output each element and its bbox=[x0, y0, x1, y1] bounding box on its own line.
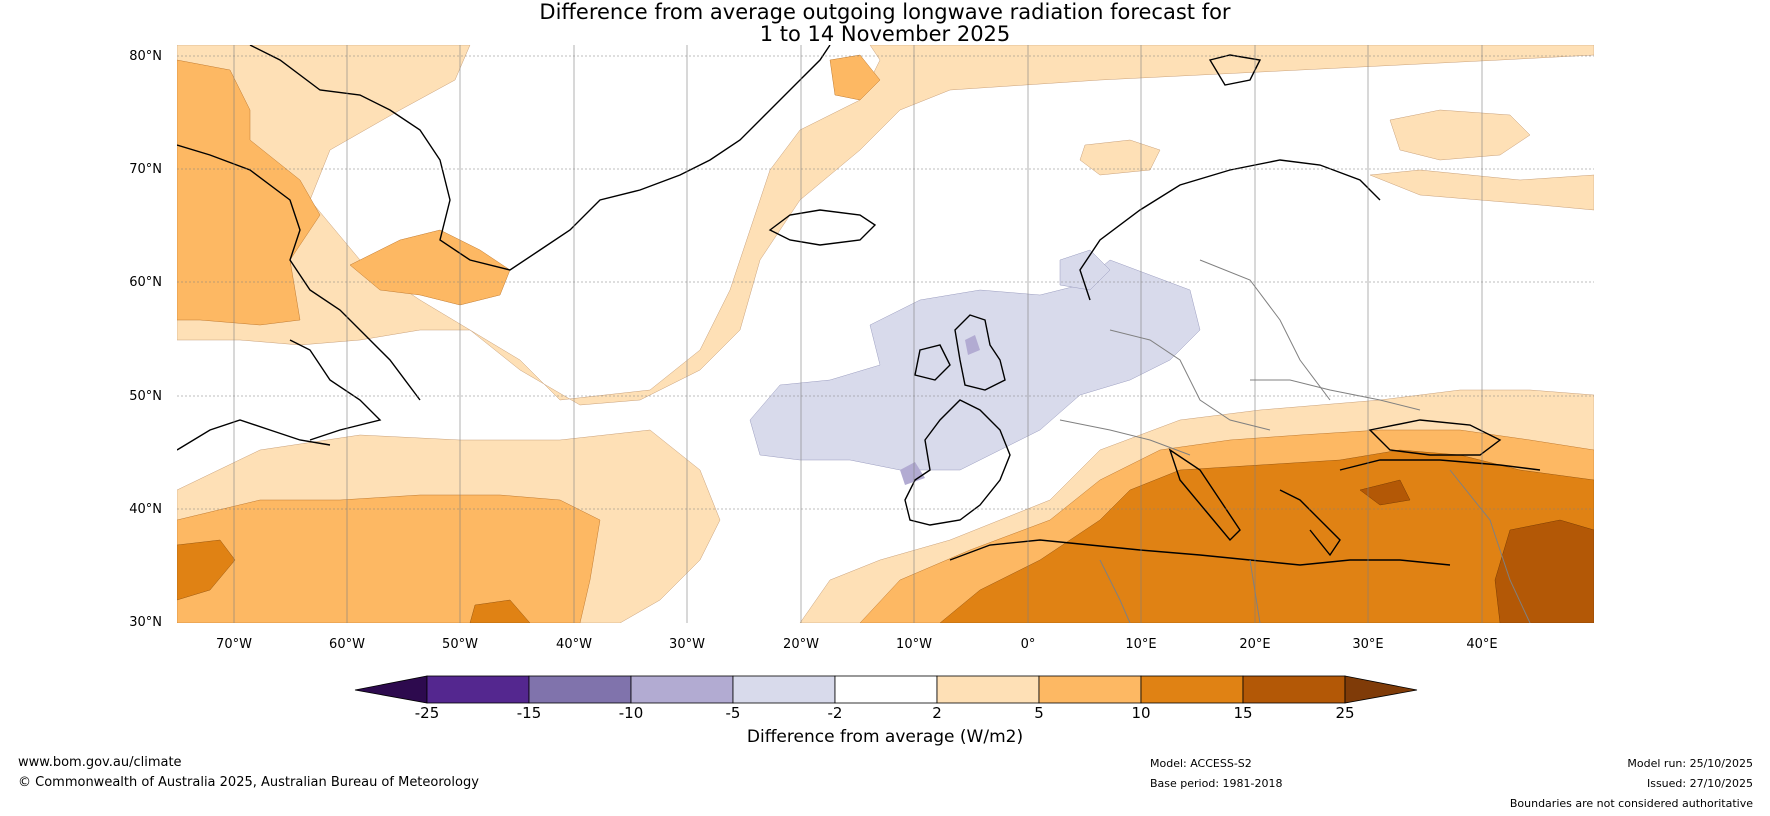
colorbar-tick: -2 bbox=[827, 704, 843, 722]
lat-label-60n: 60°N bbox=[129, 275, 162, 290]
colorbar-bin-5-10 bbox=[1038, 675, 1142, 704]
lon-label-60w: 60°W bbox=[329, 637, 365, 652]
colorbar-bin-15-25 bbox=[1242, 675, 1346, 704]
colorbar-tick: -10 bbox=[618, 704, 644, 722]
colorbar-bin-10-15 bbox=[1140, 675, 1244, 704]
map-title-line-2: 1 to 14 November 2025 bbox=[759, 22, 1011, 46]
anomaly-minus-5-to-minus-2-regions bbox=[749, 249, 1201, 471]
colorbar-tick: 25 bbox=[1335, 704, 1355, 722]
colorbar-min-arrow bbox=[354, 675, 428, 704]
lat-label-80n: 80°N bbox=[129, 49, 162, 64]
colorbar-tick: -25 bbox=[414, 704, 440, 722]
lon-label-70w: 70°W bbox=[216, 637, 252, 652]
colorbar-bin-n2-2 bbox=[834, 675, 938, 704]
anomaly-15-to-25-regions bbox=[1359, 479, 1594, 623]
lat-label-30n: 30°N bbox=[129, 615, 162, 630]
lon-label-30w: 30°W bbox=[669, 637, 705, 652]
colorbar-max-arrow bbox=[1344, 675, 1418, 704]
lon-label-40e: 40°E bbox=[1466, 637, 1498, 652]
colorbar-tick: -15 bbox=[516, 704, 542, 722]
disclaimer-text: Boundaries are not considered authoritat… bbox=[1509, 797, 1753, 810]
colorbar-tick: 10 bbox=[1131, 704, 1151, 722]
map-area bbox=[177, 45, 1594, 623]
lon-label-10e: 10°E bbox=[1125, 637, 1157, 652]
lon-label-30e: 30°E bbox=[1352, 637, 1384, 652]
lon-label-20e: 20°E bbox=[1239, 637, 1271, 652]
lon-label-40w: 40°W bbox=[556, 637, 592, 652]
colorbar-label: Difference from average (W/m2) bbox=[746, 727, 1024, 747]
graticule bbox=[177, 45, 1594, 623]
base-period-info: Base period: 1981-2018 bbox=[1150, 777, 1283, 790]
lon-label-20w: 20°W bbox=[783, 637, 819, 652]
country-boundaries bbox=[1059, 259, 1531, 623]
anomaly-minus-10-to-minus-5-regions bbox=[900, 335, 980, 485]
colorbar-tick: 15 bbox=[1233, 704, 1253, 722]
colorbar-bin-n25-n15 bbox=[426, 675, 530, 704]
map-title-line-1: Difference from average outgoing longwav… bbox=[539, 0, 1231, 24]
colorbar-tick: -5 bbox=[725, 704, 741, 722]
coastlines bbox=[177, 45, 1541, 566]
anomaly-10-to-15-regions bbox=[177, 449, 1594, 623]
website-link[interactable]: www.bom.gov.au/climate bbox=[18, 755, 182, 770]
model-info: Model: ACCESS-S2 bbox=[1150, 757, 1252, 770]
colorbar-tick: 5 bbox=[1034, 704, 1044, 722]
colorbar-bin-n10-n5 bbox=[630, 675, 734, 704]
colorbar-tick: 2 bbox=[932, 704, 942, 722]
lat-label-40n: 40°N bbox=[129, 502, 162, 517]
colorbar bbox=[354, 675, 1418, 704]
colorbar-bin-2-5 bbox=[936, 675, 1040, 704]
colorbar-bin-n15-n10 bbox=[528, 675, 632, 704]
copyright-text: © Commonwealth of Australia 2025, Austra… bbox=[18, 775, 479, 790]
lon-label-50w: 50°W bbox=[442, 637, 478, 652]
lon-label-10w: 10°W bbox=[896, 637, 932, 652]
lon-label-0: 0° bbox=[1020, 637, 1036, 652]
model-run-info: Model run: 25/10/2025 bbox=[1627, 757, 1753, 770]
lat-label-50n: 50°N bbox=[129, 389, 162, 404]
issued-info: Issued: 27/10/2025 bbox=[1646, 777, 1753, 790]
colorbar-bin-n5-n2 bbox=[732, 675, 836, 704]
lat-label-70n: 70°N bbox=[129, 162, 162, 177]
